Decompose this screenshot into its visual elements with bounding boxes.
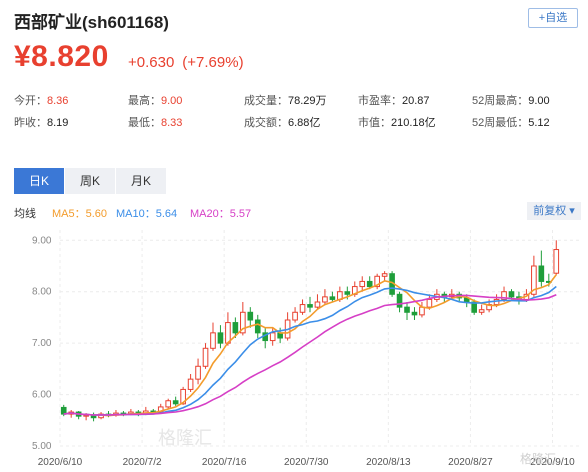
candle-body bbox=[411, 311, 418, 316]
candle-body bbox=[202, 347, 209, 367]
legend-ma5: MA5：5.60 bbox=[52, 208, 108, 220]
candle-body bbox=[374, 275, 380, 288]
candle-body bbox=[419, 306, 425, 316]
candle-body bbox=[240, 311, 246, 334]
candle-body bbox=[217, 332, 224, 344]
adjust-select[interactable]: 前复权 ▾ bbox=[527, 202, 581, 220]
candle-body bbox=[225, 322, 231, 344]
tab-daily-k[interactable]: 日K bbox=[14, 168, 64, 194]
stock-title: 西部矿业(sh601168) bbox=[14, 13, 169, 32]
candle-body bbox=[157, 406, 164, 413]
candle-body bbox=[254, 319, 261, 334]
candle-body bbox=[172, 400, 179, 405]
stat-pe: 市盈率：20.87 bbox=[358, 95, 430, 107]
candle-body bbox=[396, 293, 403, 308]
candle-body bbox=[478, 309, 485, 313]
x-tick-label: 2020/8/13 bbox=[366, 457, 411, 468]
current-price: ¥8.820 bbox=[14, 40, 109, 73]
candle-body bbox=[269, 332, 276, 342]
y-tick-label: 8.00 bbox=[32, 287, 52, 298]
candle-body bbox=[381, 273, 388, 277]
candle-body bbox=[314, 301, 321, 308]
stat-volume: 成交量：78.29万 bbox=[244, 95, 327, 107]
x-tick-label: 2020/7/30 bbox=[284, 457, 329, 468]
stat-low: 最低：8.33 bbox=[128, 117, 183, 129]
candle-body bbox=[508, 291, 515, 298]
ma5-line bbox=[63, 274, 557, 417]
candle-body bbox=[553, 249, 560, 274]
candle-body bbox=[187, 378, 194, 390]
legend-avg-label: 均线 bbox=[14, 208, 36, 220]
price-change: +0.630 (+7.69%) bbox=[128, 54, 244, 71]
x-tick-label: 2020/7/2 bbox=[123, 457, 162, 468]
tab-monthly-k[interactable]: 月K bbox=[116, 168, 166, 194]
candle-body bbox=[366, 280, 373, 288]
candle-body bbox=[531, 265, 537, 295]
candle-body bbox=[471, 301, 477, 313]
candle-body bbox=[404, 306, 410, 313]
y-tick-label: 6.00 bbox=[32, 390, 52, 401]
candle-body bbox=[501, 291, 507, 300]
x-tick-label: 2020/8/27 bbox=[448, 457, 493, 468]
stat-open: 今开：8.36 bbox=[14, 95, 69, 107]
legend-ma20: MA20：5.57 bbox=[190, 208, 252, 220]
candle-body bbox=[426, 298, 433, 308]
x-tick-label: 2020/7/16 bbox=[202, 457, 247, 468]
stat-market-cap: 市值：210.18亿 bbox=[358, 117, 436, 129]
change-percent: (+7.69%) bbox=[182, 54, 244, 71]
candle-body bbox=[322, 296, 328, 303]
candle-body bbox=[165, 400, 172, 408]
candle-body bbox=[538, 265, 545, 282]
candle-body bbox=[195, 365, 201, 380]
legend-ma10: MA10：5.64 bbox=[116, 208, 178, 220]
candle-body bbox=[344, 291, 351, 295]
stat-52w-high: 52周最高：9.00 bbox=[472, 95, 550, 107]
watermark-left: 格隆汇 bbox=[158, 428, 212, 449]
watermark-right: 格隆汇 bbox=[520, 451, 556, 466]
kline-chart: 9.00 8.00 7.00 6.00 5.00 2020/6/10 2020/7/2 202… bbox=[32, 230, 580, 468]
candle-body bbox=[247, 311, 254, 321]
y-tick-label: 5.00 bbox=[32, 441, 52, 452]
tab-weekly-k[interactable]: 周K bbox=[65, 168, 115, 194]
candle-body bbox=[210, 332, 216, 349]
candle-body bbox=[180, 388, 186, 405]
candle-body bbox=[307, 304, 313, 308]
candle-body bbox=[359, 280, 366, 288]
candle-body bbox=[299, 304, 306, 313]
x-tick-label: 2020/6/10 bbox=[38, 457, 83, 468]
stat-high: 最高：9.00 bbox=[128, 95, 183, 107]
stat-turnover: 成交额：6.88亿 bbox=[244, 117, 321, 129]
candle-body bbox=[292, 311, 298, 321]
candle-body bbox=[232, 322, 239, 334]
ma20-line bbox=[63, 293, 557, 416]
period-tabs: 日K 周K 月K bbox=[14, 168, 167, 194]
stat-prev-close: 昨收：8.19 bbox=[14, 117, 69, 129]
change-amount: +0.630 bbox=[128, 54, 175, 71]
candle-body bbox=[329, 296, 336, 300]
x-tick-label: 2020/9/10 bbox=[530, 457, 575, 468]
stat-52w-low: 52周最低：5.12 bbox=[472, 117, 550, 129]
y-tick-label: 7.00 bbox=[32, 338, 52, 349]
y-tick-label: 9.00 bbox=[32, 235, 52, 246]
add-watchlist-button[interactable]: +自选 bbox=[528, 8, 578, 28]
